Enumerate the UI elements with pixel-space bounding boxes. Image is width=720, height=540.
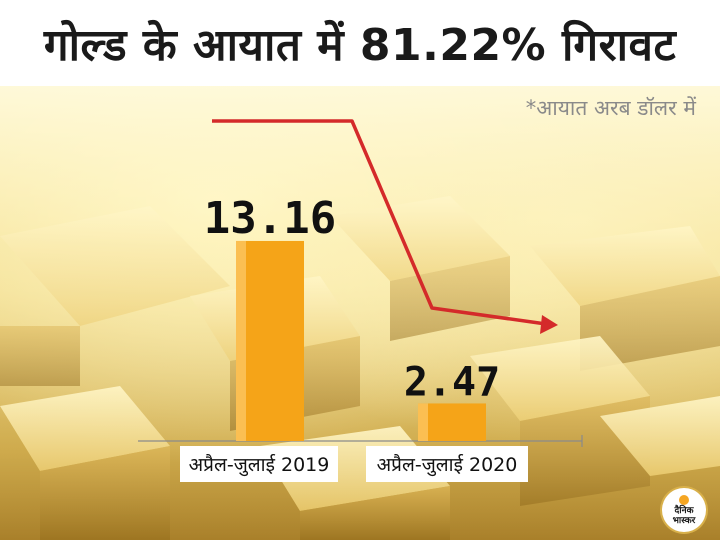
logo-sun-icon — [679, 494, 689, 505]
gold-bars-background — [0, 86, 720, 540]
bar-highlight-0 — [236, 240, 246, 441]
bar-chart-svg: 13.16 2.47 — [138, 119, 583, 447]
bar-highlight-1 — [418, 403, 428, 441]
trend-arrowhead — [540, 315, 558, 334]
category-label-0: अप्रैल-जुलाई 2019 — [180, 446, 338, 482]
data-label-1: 2.47 — [404, 359, 500, 405]
data-label-0: 13.16 — [204, 193, 336, 244]
chart-area: 13.16 2.47 *आयात अरब डॉलर में अप्रैल-जुला… — [0, 86, 720, 540]
logo-text-line-2: भास्कर — [672, 515, 696, 526]
category-label-1: अप्रैल-जुलाई 2020 — [366, 446, 528, 482]
chart-title: गोल्ड के आयात में 81.22% गिरावट — [43, 20, 677, 71]
bar-1 — [418, 403, 486, 441]
bar-0 — [236, 240, 304, 441]
header: गोल्ड के आयात में 81.22% गिरावट — [0, 0, 720, 86]
unit-note: *आयात अरब डॉलर में — [525, 96, 696, 120]
trend-arrow-line — [212, 119, 547, 326]
logo-text-line-1: दैनिक — [674, 505, 694, 516]
dainik-bhaskar-logo: दैनिक भास्कर — [662, 488, 706, 532]
